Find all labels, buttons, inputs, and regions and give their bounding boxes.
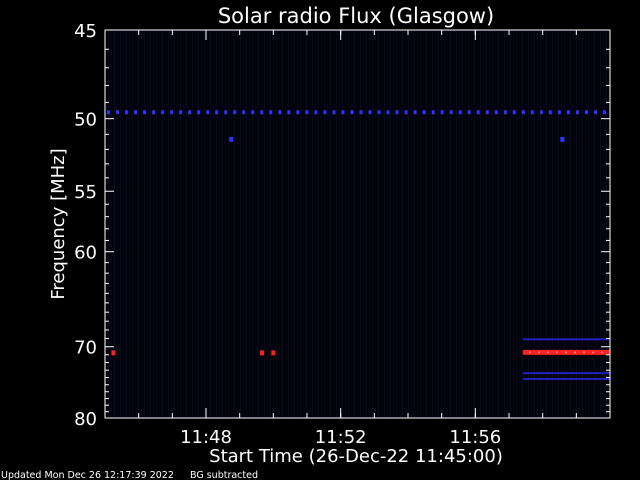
spectrum-line-segment bbox=[413, 110, 417, 115]
spectrum-line-segment bbox=[197, 110, 201, 115]
spectrum-line-segment bbox=[368, 110, 372, 115]
spectrum-line-segment bbox=[233, 110, 237, 115]
emission-band-highlight bbox=[574, 351, 577, 354]
spectrum-line-segment bbox=[494, 110, 498, 115]
spectrum-line-segment bbox=[503, 110, 507, 115]
x-tick-label: 11:56 bbox=[449, 427, 501, 448]
y-tick-label: 70 bbox=[74, 338, 97, 359]
spectrum-line-segment bbox=[269, 110, 273, 115]
spectrum-line-segment bbox=[467, 110, 471, 115]
spectrum-line-segment bbox=[287, 110, 291, 115]
spectrum-line-segment bbox=[125, 110, 129, 115]
emission-band bbox=[523, 378, 610, 381]
spectrum-line-segment bbox=[350, 110, 354, 115]
spectrum-line-segment bbox=[404, 110, 408, 115]
spectrum-line-segment bbox=[449, 110, 453, 115]
spectrum-line-segment bbox=[593, 110, 597, 115]
y-tick-label: 50 bbox=[74, 110, 97, 131]
spectrum-line-segment bbox=[485, 110, 489, 115]
spectrum-line-segment bbox=[323, 110, 327, 115]
y-axis-label: Frequency [MHz] bbox=[48, 148, 69, 299]
data-features bbox=[107, 110, 610, 381]
spectrum-line-segment bbox=[170, 110, 174, 115]
spectrum-line-segment bbox=[566, 110, 570, 115]
spectrum-line-segment bbox=[107, 110, 110, 115]
spectrum-line-segment bbox=[521, 110, 525, 115]
emission-dot bbox=[229, 136, 234, 142]
emission-band-highlight bbox=[592, 351, 595, 354]
spectrum-line-segment bbox=[305, 110, 309, 115]
spectrum-line-segment bbox=[215, 110, 219, 115]
spectrum-line-segment bbox=[539, 110, 543, 115]
emission-band-highlight bbox=[583, 351, 586, 354]
emission-band-highlight bbox=[547, 351, 550, 354]
axis-ticks: 45 50 55 60 70 80 11:48 11:52 11:56 bbox=[74, 21, 610, 448]
x-tick-label: 11:52 bbox=[315, 427, 367, 448]
chart-title: Solar radio Flux (Glasgow) bbox=[218, 4, 494, 28]
y-tick-label: 45 bbox=[74, 21, 97, 42]
updated-timestamp: Updated Mon Dec 26 12:17:39 2022 bbox=[1, 470, 174, 480]
emission-band bbox=[523, 338, 610, 341]
spectrum-line-segment bbox=[224, 110, 228, 115]
spectrum-line-segment bbox=[602, 110, 606, 115]
spectrum-line-segment bbox=[548, 110, 552, 115]
spectrum-line-segment bbox=[359, 110, 363, 115]
emission-band-highlight bbox=[529, 351, 532, 354]
spectrum-line-segment bbox=[161, 110, 165, 115]
spectrum-line-segment bbox=[242, 110, 246, 115]
spectrum-line-segment bbox=[143, 110, 147, 115]
spectrum-line-segment bbox=[134, 110, 138, 115]
spectrum-line-segment bbox=[575, 110, 579, 115]
spectrum-line-segment bbox=[116, 110, 120, 115]
spectrum-line-segment bbox=[260, 110, 264, 115]
spectrum-line-segment bbox=[206, 110, 210, 115]
spectrum-line-segment bbox=[584, 110, 588, 115]
emission-dot bbox=[271, 350, 276, 356]
spectrum-line-segment bbox=[296, 110, 300, 115]
plot-area bbox=[105, 30, 610, 418]
spectrum-line-segment bbox=[530, 110, 534, 115]
spectrum-line-segment bbox=[314, 110, 318, 115]
y-tick-label: 60 bbox=[74, 243, 97, 264]
spectrum-line-segment bbox=[251, 110, 255, 115]
plot-frame bbox=[104, 29, 611, 419]
spectrum-line-segment bbox=[341, 110, 345, 115]
spectrum-line-segment bbox=[395, 110, 399, 115]
spectrum-line-segment bbox=[278, 110, 282, 115]
emission-band-highlight bbox=[538, 351, 541, 354]
spectrum-line-segment bbox=[188, 110, 192, 115]
bg-subtracted-note: BG subtracted bbox=[190, 470, 258, 480]
spectrum-line-segment bbox=[512, 110, 516, 115]
spectrum-line-segment bbox=[152, 110, 156, 115]
emission-dot bbox=[260, 350, 265, 356]
x-axis-label: Start Time (26-Dec-22 11:45:00) bbox=[209, 446, 503, 467]
spectrum-line-segment bbox=[476, 110, 480, 115]
emission-band-highlight bbox=[556, 351, 559, 354]
spectrum-line-segment bbox=[458, 110, 462, 115]
spectrum-line-segment bbox=[377, 110, 381, 115]
emission-dot bbox=[111, 350, 116, 356]
spectrum-line-segment bbox=[422, 110, 426, 115]
spectrum-line-segment bbox=[431, 110, 435, 115]
y-tick-label: 80 bbox=[74, 409, 97, 430]
spectrum-line-segment bbox=[179, 110, 183, 115]
spectrum-line-segment bbox=[332, 110, 336, 115]
x-tick-label: 11:48 bbox=[180, 427, 232, 448]
emission-band-highlight bbox=[565, 351, 568, 354]
y-tick-label: 55 bbox=[74, 182, 97, 203]
emission-dot bbox=[560, 136, 565, 142]
emission-band bbox=[523, 372, 610, 375]
spectrum-line-segment bbox=[440, 110, 444, 115]
spectrum-line-segment bbox=[386, 110, 390, 115]
emission-band-highlight bbox=[601, 351, 604, 354]
spectrum-line-segment bbox=[557, 110, 561, 115]
